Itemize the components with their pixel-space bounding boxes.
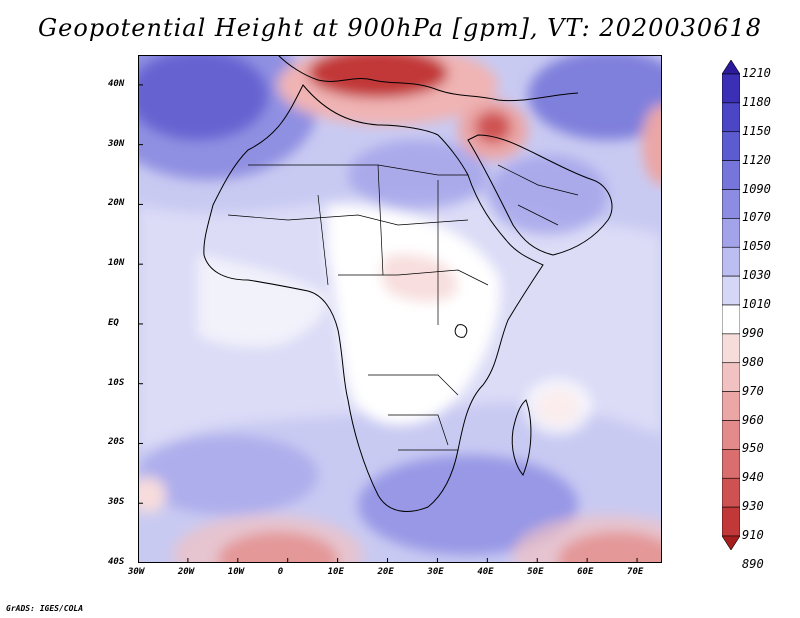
colorbar-segment: [721, 189, 741, 219]
colorbar-segment: [721, 304, 741, 335]
colorbar-level-label: 1210: [742, 66, 771, 80]
field-sahara-patch: [348, 140, 488, 210]
colorbar-segment: [721, 362, 741, 392]
x-tick-label: 20E: [377, 567, 394, 577]
colorbar-level-label: 1070: [742, 210, 771, 225]
x-tick-label: 70E: [627, 567, 644, 577]
y-tick-label: 20N: [108, 198, 125, 209]
field-south-blue: [358, 455, 578, 555]
field-arabia-patch: [488, 155, 608, 235]
y-tick-label: 30N: [108, 138, 125, 149]
x-tick-label: 60E: [577, 567, 594, 577]
field-atlantic-ring: [138, 55, 318, 180]
madagascar: [511, 399, 532, 476]
field-ne-blue: [528, 55, 662, 140]
field-sw-red-ring: [173, 515, 363, 563]
y-tick-label: 20S: [108, 437, 125, 448]
colorbar: [721, 59, 741, 551]
y-tick-label: 40S: [108, 557, 125, 567]
lake-victoria: [454, 324, 468, 338]
colorbar-segment: [721, 333, 741, 364]
x-tick-label: 10W: [227, 567, 245, 577]
map-frame: [138, 55, 662, 563]
coastlines: [203, 55, 613, 512]
colorbar-level-label: 990: [742, 325, 764, 340]
field-med-red-inner: [308, 55, 448, 98]
colorbar-level-label: 1120: [742, 152, 771, 167]
x-tick-label: 40E: [477, 567, 494, 577]
credit-text: GrADS: IGES/COLA: [6, 604, 84, 613]
y-tick-label: EQ: [108, 317, 119, 328]
colorbar-segment: [721, 420, 741, 450]
colorbar-segment: [721, 535, 741, 551]
colorbar-level-label: 910: [742, 528, 764, 542]
x-tick-label: 30E: [427, 567, 444, 577]
colorbar-level-label: 890: [742, 556, 764, 571]
border-sahara-north: [248, 164, 468, 176]
colorbar-level-label: 1010: [742, 297, 771, 311]
field-central-white: [328, 205, 500, 425]
colorbar-segment: [721, 246, 741, 277]
colorbar-segment: [721, 275, 741, 306]
colorbar-level-label: 1090: [742, 181, 771, 196]
x-tick-label: 30W: [128, 567, 145, 577]
colorbar-level-label: 980: [742, 354, 764, 369]
country-borders: [227, 164, 579, 451]
colorbar-segment: [721, 160, 741, 190]
colorbar-segment: [721, 59, 741, 75]
colorbar-segment: [721, 102, 741, 133]
colorbar-segment: [721, 391, 741, 421]
map-panel: [137, 55, 662, 564]
colorbar-level-label: 970: [742, 383, 764, 398]
border-sahel: [227, 214, 469, 226]
field-indian-ocean-ring: [524, 379, 592, 435]
colorbar-svg: [721, 59, 741, 551]
border-equatorial: [338, 269, 489, 286]
colorbar-segment: [721, 218, 741, 248]
colorbar-level-label: 930: [742, 499, 764, 514]
field-mideast-red-inner: [475, 111, 511, 143]
x-tick-label: 20W: [177, 567, 195, 577]
colorbar-segment: [721, 73, 741, 104]
colorbar-level-label: 1180: [742, 94, 771, 109]
border-southern: [368, 374, 459, 451]
map-svg: [137, 55, 662, 564]
europe-coast: [277, 55, 579, 102]
field-ne-red: [642, 105, 662, 185]
y-tick-label: 40N: [108, 78, 125, 89]
colorbar-segment: [721, 131, 741, 161]
field-sw-blue: [138, 435, 318, 515]
colorbar-segment: [721, 477, 741, 508]
colorbar-level-label: 1030: [742, 268, 771, 283]
colorbar-segment: [721, 449, 741, 479]
arabia-coast: [467, 134, 613, 256]
y-tick-label: 30S: [108, 497, 125, 508]
africa-coast: [203, 84, 544, 512]
colorbar-level-label: 960: [742, 412, 764, 427]
x-tick-label: 10E: [327, 567, 344, 577]
colorbar-level-label: 940: [742, 470, 764, 485]
field-west-pink: [138, 477, 166, 513]
colorbar-level-label: 1150: [742, 123, 771, 138]
x-tick-label: 0: [277, 567, 284, 577]
border-arabia: [497, 164, 579, 226]
y-tick-label: 10S: [108, 377, 125, 388]
map-title: Geopotential Height at 900hPa [gpm], VT:…: [38, 14, 762, 42]
axis-ticks: [137, 84, 638, 564]
colorbar-level-label: 1050: [742, 239, 771, 254]
border-central: [317, 164, 439, 325]
y-tick-label: 10N: [108, 258, 125, 269]
field-pink-patch: [381, 254, 458, 302]
colorbar-level-label: 950: [742, 441, 764, 456]
x-tick-label: 50E: [527, 567, 544, 577]
colorbar-segment: [721, 506, 741, 537]
field-se-red-ring: [513, 515, 662, 563]
